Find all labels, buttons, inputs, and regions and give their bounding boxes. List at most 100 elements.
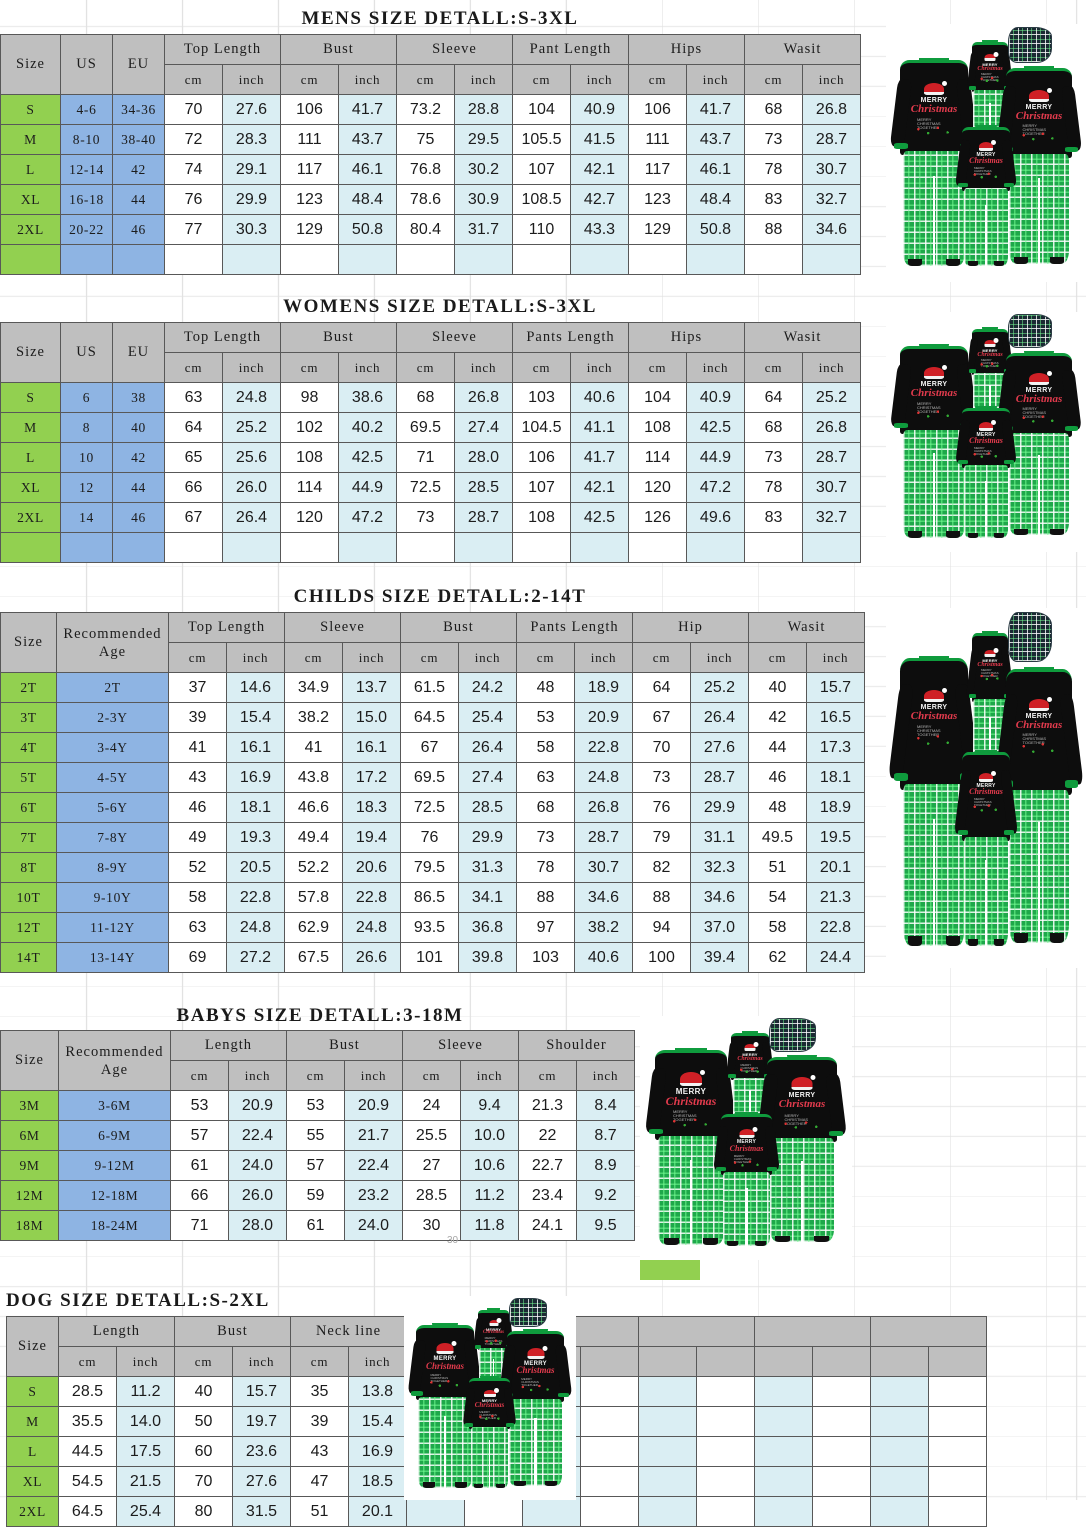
womens-cell-cm: 78 bbox=[744, 472, 803, 503]
childs-cell-inch: 19.4 bbox=[342, 822, 401, 853]
blank-cell bbox=[112, 532, 165, 563]
pajama-top bbox=[962, 752, 1010, 841]
ankle-cuff bbox=[946, 936, 960, 946]
childs-cell-cm: 48 bbox=[516, 672, 575, 703]
cuff bbox=[475, 1345, 481, 1349]
cuff bbox=[894, 423, 908, 428]
mens-table: Size US EU Top Length Bust Sleeve Pant Length H… bbox=[0, 34, 861, 275]
childs-cell-inch: 36.8 bbox=[458, 912, 517, 943]
dog-pajama bbox=[509, 1298, 547, 1327]
collar bbox=[735, 1112, 758, 1115]
table-row: 12M 12-18M 66 26.0 59 23.2 28.5 11.2 23.4 9.2 bbox=[0, 1180, 635, 1211]
print-merry-text: MERRY bbox=[982, 348, 998, 353]
print-christmas-text: Christmas bbox=[1015, 393, 1063, 405]
dog-cell-empty bbox=[580, 1466, 639, 1497]
womens-unit-inch: inch bbox=[570, 352, 629, 383]
babys-header-recommended-age: Recommended Age bbox=[58, 1030, 171, 1091]
collar bbox=[480, 1376, 499, 1379]
babys-cell-inch: 26.0 bbox=[228, 1180, 287, 1211]
collar bbox=[786, 1055, 818, 1058]
babys-unit-cm: cm bbox=[170, 1060, 229, 1091]
childs-cell-inch: 22.8 bbox=[226, 882, 285, 913]
childs-cell-cm: 88 bbox=[632, 882, 691, 913]
pajama-top bbox=[507, 1331, 564, 1402]
womens-cell-inch: 27.4 bbox=[454, 412, 513, 443]
childs-cell-cm: 49.5 bbox=[748, 822, 807, 853]
cuff bbox=[1065, 147, 1078, 152]
childs-cell-cm: 69 bbox=[168, 942, 227, 973]
ankle-cuff bbox=[994, 939, 1004, 946]
womens-group-bust: Bust bbox=[280, 322, 397, 353]
santa-hat-icon bbox=[979, 771, 996, 782]
childs-cell-cm: 76 bbox=[400, 822, 459, 853]
dog-cell-cm: 35 bbox=[290, 1376, 349, 1407]
blank-cell bbox=[512, 244, 571, 275]
table-row: 2XL 14 46 67 26.4 120 47.2 73 28.7 108 42.5 126 49.6… bbox=[0, 502, 861, 533]
mens-unit-inch: inch bbox=[570, 64, 629, 95]
blank-cell bbox=[222, 244, 281, 275]
babys-cell-inch: 23.2 bbox=[344, 1180, 403, 1211]
dog-cell-empty bbox=[638, 1496, 697, 1527]
print-christmas-text: Christmas bbox=[516, 1365, 555, 1375]
babys-row-secondary: 12-18M bbox=[58, 1180, 171, 1211]
babys-cell-cm: 53 bbox=[286, 1090, 345, 1121]
cuff bbox=[829, 1131, 843, 1136]
babys-row-size: 3M bbox=[0, 1090, 59, 1121]
mens-unit-inch: inch bbox=[802, 64, 861, 95]
womens-cell-inch: 41.1 bbox=[570, 412, 629, 443]
childs-row-size: 7T bbox=[0, 822, 57, 853]
blank-cell bbox=[744, 244, 803, 275]
babys-group-shoulder: Shoulder bbox=[518, 1030, 635, 1061]
womens-group-hips: Hips bbox=[628, 322, 745, 353]
mens-cell-inch: 46.1 bbox=[338, 154, 397, 185]
babys-cell-cm: 71 bbox=[170, 1210, 229, 1241]
babys-cell-inch: 28.0 bbox=[228, 1210, 287, 1241]
blank-cell bbox=[454, 244, 513, 275]
santa-hat-icon bbox=[489, 1318, 501, 1326]
leg-gap bbox=[985, 860, 987, 946]
ankle-cuff bbox=[994, 261, 1004, 266]
womens-cell-cm: 68 bbox=[396, 382, 455, 413]
blank-cell bbox=[396, 532, 455, 563]
womens-row-tertiary: 38 bbox=[112, 382, 165, 413]
childs-cell-cm: 39 bbox=[168, 702, 227, 733]
childs-cell-cm: 38.2 bbox=[284, 702, 343, 733]
mens-cell-inch: 29.1 bbox=[222, 154, 281, 185]
print-confetti bbox=[972, 451, 1000, 459]
mens-cell-cm: 80.4 bbox=[396, 214, 455, 245]
table-row: 8T 8-9Y 52 20.5 52.2 20.6 79.5 31.3 78 30.7 82 32.3… bbox=[0, 852, 865, 883]
mens-group-wasit: Wasit bbox=[744, 34, 861, 65]
print-christmas-text: Christmas bbox=[977, 66, 1003, 72]
mens-unit-inch: inch bbox=[222, 64, 281, 95]
childs-unit-inch: inch bbox=[690, 642, 749, 673]
womens-cell-inch: 42.5 bbox=[686, 412, 745, 443]
childs-cell-cm: 103 bbox=[516, 942, 575, 973]
cuff bbox=[894, 143, 908, 149]
dog-cell-empty bbox=[696, 1376, 755, 1407]
dog-unit-inch: inch bbox=[116, 1346, 175, 1377]
childs-cell-cm: 48 bbox=[748, 792, 807, 823]
ankle-cuff bbox=[703, 1238, 718, 1245]
childs-cell-cm: 54 bbox=[748, 882, 807, 913]
womens-cell-inch: 32.7 bbox=[802, 502, 861, 533]
childs-unit-cm: cm bbox=[748, 642, 807, 673]
childs-cell-cm: 67.5 bbox=[284, 942, 343, 973]
table-row: L 10 42 65 25.6 108 42.5 71 28.0 106 41.7 114 44.9 73… bbox=[0, 442, 861, 473]
santa-hat-icon bbox=[984, 648, 999, 657]
babys-unit-inch: inch bbox=[460, 1060, 519, 1091]
childs-cell-inch: 39.4 bbox=[690, 942, 749, 973]
childs-row-size: 6T bbox=[0, 792, 57, 823]
collar bbox=[982, 631, 998, 634]
dog-cell-inch: 13.8 bbox=[348, 1376, 407, 1407]
dog-cell-cm: 50 bbox=[174, 1406, 233, 1437]
dog-cell-empty bbox=[696, 1466, 755, 1497]
ankle-cuff bbox=[664, 1238, 679, 1245]
table-row: 2XL 20-22 46 77 30.3 129 50.8 80.4 31.7 110 43.3 12… bbox=[0, 214, 861, 245]
dog-cell-empty bbox=[928, 1376, 987, 1407]
womens-cell-cm: 108 bbox=[280, 442, 339, 473]
dog-cell-empty bbox=[754, 1376, 813, 1407]
mens-cell-inch: 28.8 bbox=[454, 94, 513, 125]
